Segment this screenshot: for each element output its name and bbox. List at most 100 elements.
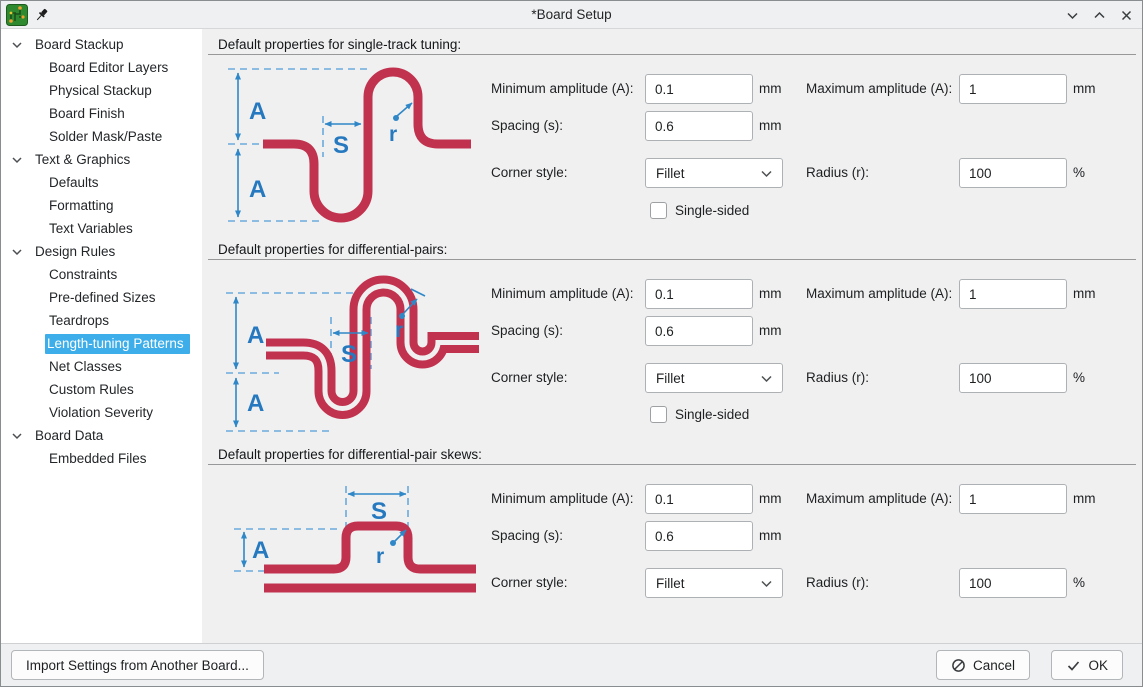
tree-item-physical-stackup[interactable]: Physical Stackup (49, 83, 152, 98)
kicad-board-icon (6, 4, 28, 26)
tree-item-text-variables[interactable]: Text Variables (49, 221, 133, 236)
radius-input[interactable] (959, 363, 1067, 393)
tree-item-constraints[interactable]: Constraints (49, 267, 118, 282)
shade-icon[interactable] (1064, 7, 1080, 23)
single-sided-option[interactable]: Single-sided (650, 404, 749, 424)
differential-pairs-section: Default properties for differential-pair… (202, 234, 1142, 447)
single-sided-checkbox[interactable] (650, 201, 667, 219)
tree-item-net-classes[interactable]: Net Classes (49, 359, 122, 374)
tree-item-defaults[interactable]: Defaults (49, 175, 99, 190)
tree-item-board-finish[interactable]: Board Finish (49, 106, 125, 121)
ok-button[interactable]: OK (1051, 650, 1123, 680)
combo-arrow-icon (761, 580, 772, 587)
spacing-row: Spacing (s): mm (202, 111, 1142, 141)
min-amplitude-label: Minimum amplitude (A): (491, 491, 634, 506)
svg-text:r: r (389, 123, 397, 146)
section-title: Default properties for differential-pair… (218, 447, 482, 462)
min-amplitude-unit: mm (759, 81, 782, 96)
radius-label: Radius (r): (806, 370, 870, 385)
svg-text:S: S (371, 498, 387, 525)
spacing-input[interactable] (645, 521, 753, 551)
radius-unit: % (1073, 370, 1086, 385)
amplitude-row: Minimum amplitude (A): mm Maximum amplit… (202, 484, 1142, 514)
section-title: Default properties for differential-pair… (218, 242, 448, 257)
section-title: Default properties for single-track tuni… (218, 37, 462, 52)
cancel-icon (952, 658, 965, 672)
tree-item-solder-mask-paste[interactable]: Solder Mask/Paste (49, 129, 163, 144)
window-title: *Board Setup (531, 7, 612, 22)
spacing-input[interactable] (645, 111, 753, 141)
min-amplitude-input[interactable] (645, 74, 753, 104)
tree-expander-icon[interactable] (11, 246, 23, 258)
tree-item-embedded-files[interactable]: Embedded Files (49, 451, 147, 466)
svg-text:A: A (249, 176, 266, 203)
tree-expander-icon[interactable] (11, 430, 23, 442)
cancel-button[interactable]: Cancel (935, 650, 1030, 680)
max-amplitude-input[interactable] (959, 484, 1067, 514)
amplitude-row: Minimum amplitude (A): mm Maximum amplit… (202, 74, 1142, 104)
tree-item-text-graphics[interactable]: Text & Graphics (1, 148, 202, 171)
spacing-input[interactable] (645, 316, 753, 346)
length-tuning-patterns-panel: Default properties for single-track tuni… (202, 29, 1142, 643)
svg-text:A: A (249, 98, 266, 125)
corner-style-label: Corner style: (491, 575, 568, 590)
min-amplitude-unit: mm (759, 286, 782, 301)
corner-style-select[interactable]: Fillet (645, 158, 783, 188)
spacing-unit: mm (759, 528, 782, 543)
spacing-label: Spacing (s): (491, 118, 564, 133)
corner-style-select[interactable]: Fillet (645, 363, 783, 393)
spacing-unit: mm (759, 323, 782, 338)
max-amplitude-input[interactable] (959, 279, 1067, 309)
section-divider (208, 54, 1136, 55)
single-sided-checkbox[interactable] (650, 405, 667, 423)
title-bar[interactable]: *Board Setup (1, 1, 1142, 29)
max-amplitude-label: Maximum amplitude (A): (806, 286, 953, 301)
tree-item-design-rules[interactable]: Design Rules (1, 240, 202, 263)
settings-tree: Board Stackup Board Editor Layers Physic… (1, 29, 202, 643)
tree-item-teardrops[interactable]: Teardrops (49, 313, 110, 328)
tree-item-board-data[interactable]: Board Data (1, 424, 202, 447)
corner-style-label: Corner style: (491, 370, 568, 385)
spacing-row: Spacing (s): mm (202, 316, 1142, 346)
single-sided-label: Single-sided (675, 406, 750, 422)
tree-item-custom-rules[interactable]: Custom Rules (49, 382, 134, 397)
maximize-icon[interactable] (1091, 7, 1107, 23)
spacing-label: Spacing (s): (491, 528, 564, 543)
svg-text:S: S (333, 132, 349, 159)
single-track-diagram: A A S r (228, 67, 471, 223)
svg-text:r: r (395, 319, 403, 342)
radius-input[interactable] (959, 158, 1067, 188)
single-sided-label: Single-sided (675, 202, 750, 218)
tree-item-board-stackup[interactable]: Board Stackup (1, 33, 202, 56)
single-track-section: Default properties for single-track tuni… (202, 29, 1142, 242)
close-icon[interactable] (1118, 7, 1134, 23)
tree-item-length-tuning-patterns[interactable]: Length-tuning Patterns (1, 332, 202, 355)
svg-text:r: r (376, 545, 384, 568)
radius-input[interactable] (959, 568, 1067, 598)
tree-expander-icon[interactable] (11, 39, 23, 51)
tree-item-board-editor-layers[interactable]: Board Editor Layers (49, 60, 169, 75)
import-settings-button[interactable]: Import Settings from Another Board... (11, 650, 264, 680)
tree-item-violation-severity[interactable]: Violation Severity (49, 405, 154, 420)
ok-icon (1068, 660, 1080, 671)
tree-expander-icon[interactable] (11, 154, 23, 166)
corner-row: Corner style: Fillet Radius (r): % (202, 363, 1142, 393)
spacing-unit: mm (759, 118, 782, 133)
window-controls (1064, 1, 1134, 29)
corner-style-select[interactable]: Fillet (645, 568, 783, 598)
min-amplitude-input[interactable] (645, 279, 753, 309)
radius-label: Radius (r): (806, 575, 870, 590)
amplitude-row: Minimum amplitude (A): mm Maximum amplit… (202, 279, 1142, 309)
single-sided-option[interactable]: Single-sided (650, 200, 749, 220)
differential-pair-skew-diagram: S A r (234, 486, 476, 593)
max-amplitude-input[interactable] (959, 74, 1067, 104)
corner-style-label: Corner style: (491, 165, 568, 180)
radius-unit: % (1073, 575, 1086, 590)
tree-item-formatting[interactable]: Formatting (49, 198, 114, 213)
spacing-label: Spacing (s): (491, 323, 564, 338)
min-amplitude-input[interactable] (645, 484, 753, 514)
max-amplitude-unit: mm (1073, 81, 1096, 96)
pin-icon[interactable] (35, 8, 50, 23)
tree-item-pre-defined-sizes[interactable]: Pre-defined Sizes (49, 290, 156, 305)
